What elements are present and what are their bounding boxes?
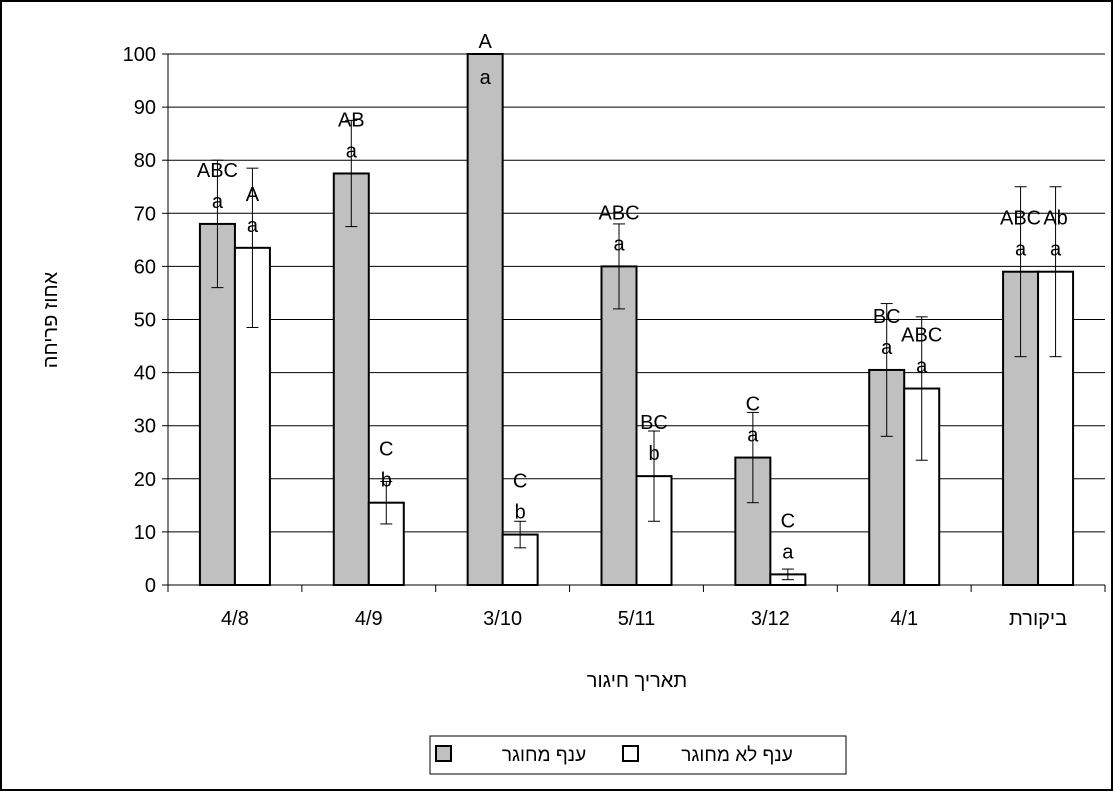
group-letter-lower: a: [247, 215, 259, 237]
group-letter-lower: a: [747, 425, 759, 447]
legend-label-unringed: ענף לא מחוגר: [681, 745, 793, 766]
group-letter-lower: a: [346, 140, 358, 162]
legend: ענף מחוגר ענף לא מחוגר: [429, 735, 847, 775]
axes: 0 10 20 30 40 50 60 70 80 90 100 4/8 4/9 3/10 5/11 3/12…: [123, 44, 1106, 630]
group-letter-lower: a: [782, 541, 794, 563]
bar-unringed: [501, 533, 539, 586]
group-letter-upper: BC: [873, 306, 901, 328]
group-letter-lower: a: [613, 233, 625, 255]
y-tick-label: 60: [134, 256, 156, 278]
group-letter-upper: Ab: [1043, 208, 1067, 230]
y-axis-label: אחוז פריחה: [40, 271, 62, 368]
group-letter-upper: A: [478, 31, 492, 53]
y-tick-label: 50: [134, 310, 156, 332]
group-letter-upper: C: [781, 510, 795, 532]
group-letter-lower: b: [381, 470, 392, 492]
group-letter-upper: ABC: [598, 202, 639, 224]
group-letter-lower: a: [212, 191, 224, 213]
group-letter-lower: a: [1050, 239, 1062, 261]
y-tick-label: 20: [134, 469, 156, 491]
group-letter-upper: C: [746, 394, 760, 416]
bar-ringed: [332, 172, 370, 586]
group-letter-upper: A: [246, 184, 260, 206]
group-letter-lower: a: [1015, 239, 1027, 261]
x-tick-label: 5/11: [618, 608, 655, 630]
x-axis-label: תאריך חיגור: [587, 670, 687, 692]
x-tick-label: 4/1: [890, 608, 918, 630]
group-letter-lower: b: [648, 443, 659, 465]
group-letter-upper: ABC: [901, 325, 942, 347]
bar-ringed: [600, 265, 638, 586]
error-bars: [211, 119, 1062, 581]
x-tick-label: 3/12: [751, 608, 790, 630]
group-letter-upper: C: [379, 439, 393, 461]
group-letter-upper: AB: [338, 109, 365, 131]
legend-label-ringed: ענף מחוגר: [502, 745, 586, 766]
y-tick-label: 30: [134, 416, 156, 438]
legend-swatch-unringed: [622, 745, 639, 762]
group-letter-upper: ABC: [1000, 208, 1041, 230]
y-tick-label: 100: [123, 44, 156, 66]
group-letter-upper: ABC: [197, 160, 238, 182]
y-tick-label: 90: [134, 97, 156, 119]
y-tick-label: 10: [134, 522, 156, 544]
legend-swatch-ringed: [435, 745, 452, 762]
group-letter-lower: a: [480, 67, 492, 89]
group-letter-upper: BC: [640, 412, 668, 434]
y-tick-label: 0: [145, 575, 156, 597]
group-letter-lower: b: [515, 502, 526, 524]
group-letter-lower: a: [881, 337, 893, 359]
x-tick-label: 4/8: [221, 608, 249, 630]
x-tick-label: 3/10: [483, 608, 522, 630]
y-tick-label: 70: [134, 203, 156, 225]
group-letter-lower: a: [916, 356, 928, 378]
y-tick-label: 80: [134, 150, 156, 172]
y-tick-label: 40: [134, 363, 156, 385]
x-tick-label: ביקורת: [1009, 608, 1067, 630]
x-tick-label: 4/9: [355, 608, 383, 630]
group-letter-upper: C: [513, 471, 527, 493]
bar-ringed: [466, 53, 504, 586]
